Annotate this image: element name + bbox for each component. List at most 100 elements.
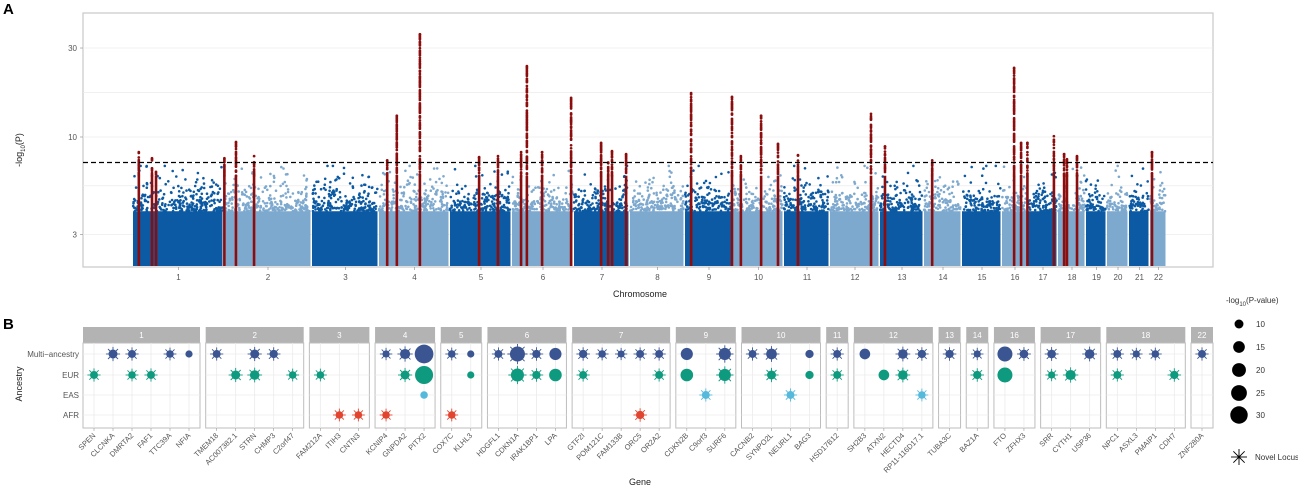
snp-point xyxy=(429,189,433,192)
snp-point xyxy=(190,201,193,204)
snp-point xyxy=(850,195,853,198)
locus-point xyxy=(689,142,693,146)
snp-point xyxy=(1049,201,1052,205)
snp-point xyxy=(528,209,532,212)
snp-point xyxy=(195,203,199,206)
snp-point xyxy=(367,192,370,195)
locus-peak-point xyxy=(234,140,238,144)
locus-point xyxy=(540,167,544,170)
snp-point xyxy=(686,205,689,209)
chromosome-21-dense-band xyxy=(1129,211,1149,266)
locus-column xyxy=(252,175,256,266)
snp-point xyxy=(231,206,234,209)
point-dot xyxy=(90,371,98,379)
snp-point xyxy=(905,198,908,201)
snp-point xyxy=(819,183,822,187)
locus-point xyxy=(385,171,389,175)
snp-point xyxy=(250,206,253,209)
snp-point xyxy=(424,207,428,211)
snp-point xyxy=(732,203,736,207)
snp-point xyxy=(685,200,688,203)
snp-point xyxy=(397,205,401,209)
snp-point xyxy=(895,200,899,204)
snp-point xyxy=(503,206,507,209)
locus-column xyxy=(418,175,422,266)
snp-point xyxy=(634,207,638,211)
snp-point xyxy=(283,180,287,184)
snp-point xyxy=(1016,205,1019,209)
locus-point xyxy=(869,147,873,151)
locus-peak-point xyxy=(252,154,256,158)
snp-point xyxy=(1078,187,1081,190)
snp-point xyxy=(1086,208,1089,212)
gene-label: CDKN2B xyxy=(662,431,690,459)
snp-point xyxy=(1023,201,1027,204)
point-TTC39A-Multi−ancestry xyxy=(163,347,177,361)
point-dot xyxy=(617,350,625,358)
snp-point xyxy=(800,197,803,200)
snp-point xyxy=(889,184,892,188)
gene-label: CNTN3 xyxy=(338,431,362,455)
snp-point xyxy=(289,205,293,208)
snp-point xyxy=(131,204,135,208)
snp-point xyxy=(619,198,623,201)
snp-point xyxy=(461,209,465,212)
locus-peak-point xyxy=(624,152,628,156)
point-FTO-EUR xyxy=(997,367,1013,383)
snp-point xyxy=(145,186,149,189)
snp-point xyxy=(580,202,584,206)
snp-point xyxy=(323,177,327,181)
snp-point xyxy=(199,201,202,205)
snp-point xyxy=(358,195,362,199)
point-dot xyxy=(467,371,475,379)
locus-peak-point xyxy=(540,150,544,154)
snp-point xyxy=(1114,169,1117,172)
x-tick-label: 16 xyxy=(1011,273,1020,282)
locus-point xyxy=(525,93,529,97)
snp-point xyxy=(667,204,670,207)
snp-point xyxy=(789,201,792,205)
snp-point xyxy=(380,188,384,192)
snp-point xyxy=(474,164,477,168)
point-dot xyxy=(805,370,814,380)
snp-point xyxy=(263,202,267,205)
snp-point xyxy=(466,208,469,211)
snp-point xyxy=(276,208,279,211)
snp-point xyxy=(834,180,838,184)
snp-point xyxy=(219,198,223,202)
locus-point xyxy=(418,46,422,50)
snp-point xyxy=(783,186,786,189)
locus-point xyxy=(1065,168,1069,172)
snp-point xyxy=(244,206,247,210)
snp-point xyxy=(680,204,684,208)
x-tick-label: 20 xyxy=(1114,273,1123,282)
locus-point xyxy=(418,40,422,44)
snp-point xyxy=(841,191,844,195)
snp-point xyxy=(799,193,802,197)
snp-point xyxy=(622,189,625,192)
point-dot xyxy=(420,391,428,399)
snp-point xyxy=(204,206,208,209)
locus-point xyxy=(776,154,780,158)
point-dot xyxy=(636,350,645,358)
snp-point xyxy=(159,189,162,192)
snp-point xyxy=(1162,201,1165,204)
locus-point xyxy=(1052,171,1056,175)
snp-point xyxy=(874,199,878,203)
snp-point xyxy=(925,180,928,183)
snp-point xyxy=(284,173,288,176)
snp-point xyxy=(487,198,490,202)
snp-point xyxy=(405,207,409,211)
snp-point xyxy=(317,195,321,199)
snp-point xyxy=(818,209,821,213)
point-dot xyxy=(147,371,155,379)
snp-point xyxy=(872,205,876,209)
snp-point xyxy=(1136,200,1140,204)
locus-point xyxy=(150,166,154,170)
facet-strip xyxy=(1106,327,1186,343)
snp-point xyxy=(142,184,145,188)
snp-point xyxy=(432,187,435,190)
facet-strip xyxy=(487,327,567,343)
